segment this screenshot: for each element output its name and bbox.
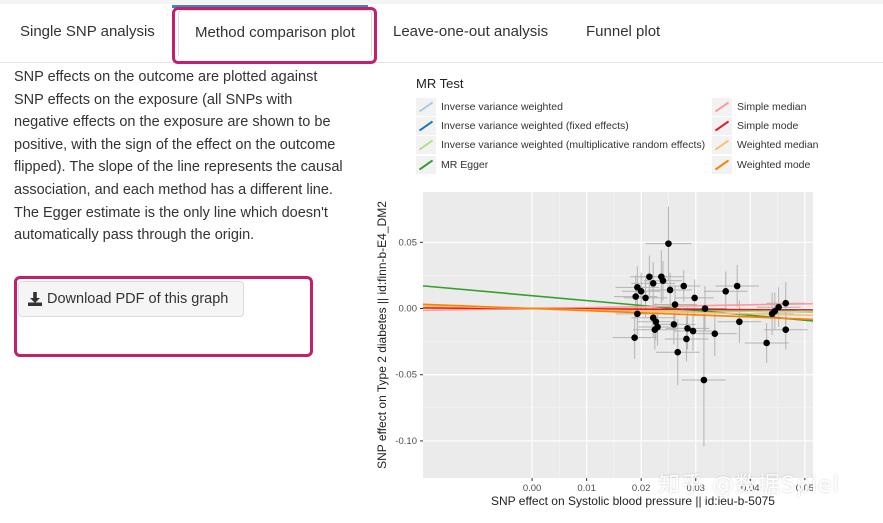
y-tick-label: -0.05: [395, 370, 417, 381]
legend-item: Weighted median: [712, 136, 819, 154]
tab-single-snp-analysis[interactable]: Single SNP analysis: [20, 23, 155, 40]
snp-point: [775, 303, 782, 311]
snp-point: [700, 376, 708, 384]
regression-line: [422, 303, 814, 321]
legend-label: MR Egger: [441, 159, 489, 171]
legend-item: Simple median: [712, 98, 806, 116]
regression-line: [422, 302, 814, 312]
snp-point: [670, 321, 678, 328]
snp-point: [651, 326, 659, 334]
legend-label: Inverse variance weighted (multiplicativ…: [441, 139, 706, 151]
y-tick-label: -0.10: [395, 436, 417, 447]
regression-line: [422, 285, 814, 322]
snp-point: [680, 282, 688, 290]
y-tick-label: 0.05: [399, 237, 418, 248]
snp-point: [782, 326, 790, 334]
snp-point: [683, 335, 690, 343]
active-tab-indicator: [172, 5, 368, 8]
snp-point: [733, 282, 741, 290]
plot-panel: [423, 192, 813, 478]
y-axis-label: SNP effect on Type 2 diabetes || id:finn…: [375, 201, 389, 469]
snp-point: [689, 327, 697, 335]
download-pdf-label: Download PDF of this graph: [47, 291, 229, 307]
legend-item: Inverse variance weighted: [416, 98, 563, 116]
snp-point: [666, 286, 674, 294]
snp-point: [659, 277, 667, 285]
snp-point: [634, 310, 641, 318]
x-tick-label: 0.01: [577, 483, 596, 494]
legend-item: Simple mode: [712, 117, 798, 135]
x-tick-label: 0.04: [741, 483, 760, 494]
x-axis-label: SNP effect on Systolic blood pressure ||…: [491, 494, 775, 508]
tab-funnel-plot[interactable]: Funnel plot: [586, 23, 661, 40]
legend-title: MR Test: [416, 76, 464, 91]
snp-point: [763, 339, 770, 347]
snp-point: [722, 288, 730, 295]
snp-point: [671, 301, 679, 308]
legend-key: [712, 136, 732, 154]
legend-label: Inverse variance weighted: [441, 101, 563, 113]
x-tick-label: 0.02: [632, 483, 651, 494]
snp-point: [637, 288, 645, 295]
snp-point: [642, 294, 649, 302]
snp-point: [736, 318, 743, 326]
snp-point: [649, 280, 657, 287]
snp-point: [652, 318, 660, 326]
tab-leave-one-out-analysis[interactable]: Leave-one-out analysis: [393, 23, 549, 40]
y-tick-label: 0.00: [399, 304, 418, 315]
snp-point: [632, 293, 640, 300]
legend-key: [712, 156, 732, 174]
x-tick-label: 0.03: [686, 483, 705, 494]
legend-label: Inverse variance weighted (fixed effects…: [441, 120, 629, 132]
description-text: SNP effects on the outcome are plotted a…: [14, 69, 343, 244]
x-tick-label: 0.00: [523, 483, 542, 494]
legend-key: [712, 117, 732, 135]
snp-point: [631, 334, 638, 341]
legend-label: Weighted mode: [737, 159, 811, 171]
snp-point: [674, 348, 682, 356]
download-icon: [27, 291, 43, 307]
legend-item: Weighted mode: [712, 156, 810, 174]
top-strip: [0, 0, 883, 4]
watermark: 知乎 @数据Spiel: [658, 473, 840, 498]
legend-key: [416, 136, 436, 154]
snp-point: [782, 299, 790, 307]
legend-item: Inverse variance weighted (fixed effects…: [416, 117, 629, 135]
legend-key: [416, 117, 436, 135]
legend-label: Weighted median: [737, 139, 819, 151]
snp-point: [691, 294, 698, 302]
snp-point: [665, 240, 672, 247]
legend-item: MR Egger: [416, 156, 488, 174]
tab-method-comparison-plot[interactable]: Method comparison plot: [178, 10, 372, 56]
legend-key: [416, 156, 436, 174]
legend-key: [416, 98, 436, 116]
download-pdf-button[interactable]: Download PDF of this graph: [18, 281, 244, 317]
legend-item: Inverse variance weighted (multiplicativ…: [416, 136, 705, 154]
x-tick-label: 0.05: [796, 483, 815, 494]
regression-line: [422, 307, 814, 311]
snp-point: [711, 330, 719, 337]
legend-key: [712, 98, 732, 116]
snp-point: [684, 325, 691, 332]
legend-label: Simple median: [737, 101, 807, 113]
legend-label: Simple mode: [737, 120, 799, 132]
snp-point: [646, 273, 653, 281]
snp-point: [701, 305, 709, 312]
tab-bar: Single SNP analysis Method comparison pl…: [0, 0, 883, 63]
